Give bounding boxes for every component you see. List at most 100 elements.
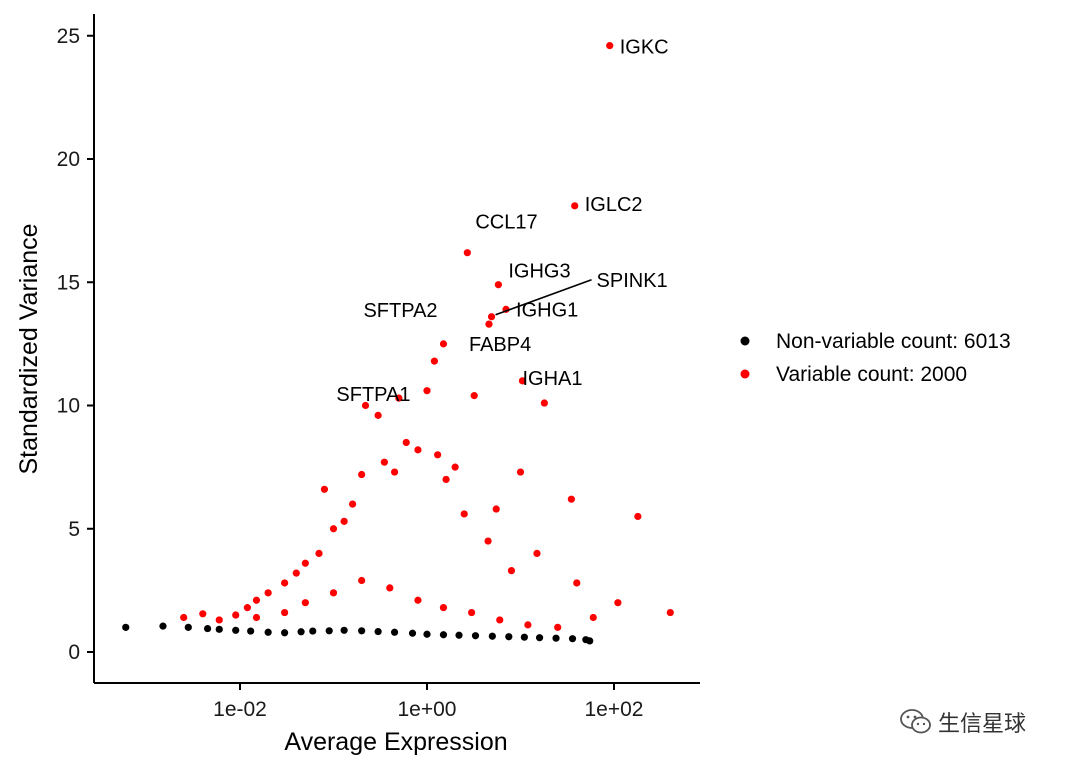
point-variable bbox=[516, 468, 525, 476]
gene-label: IGHG3 bbox=[508, 261, 570, 283]
point-variable bbox=[496, 616, 504, 624]
points-layer bbox=[122, 42, 674, 645]
point-nonvariable bbox=[297, 628, 305, 636]
point-labeled-gene bbox=[606, 42, 614, 50]
point-nonvariable bbox=[439, 631, 448, 639]
point-variable bbox=[414, 596, 422, 604]
point-variable bbox=[554, 623, 562, 631]
point-nonvariable bbox=[184, 623, 192, 631]
point-variable bbox=[252, 613, 261, 622]
point-variable bbox=[434, 451, 442, 459]
point-nonvariable bbox=[505, 633, 513, 641]
point-variable bbox=[666, 608, 674, 617]
gene-label: SPINK1 bbox=[597, 270, 668, 292]
point-nonvariable bbox=[264, 628, 272, 636]
point-variable bbox=[180, 613, 188, 622]
point-variable bbox=[281, 579, 289, 587]
point-nonvariable bbox=[390, 628, 399, 636]
label-leader-line bbox=[495, 279, 592, 316]
point-nonvariable bbox=[423, 630, 431, 638]
point-variable bbox=[468, 608, 476, 617]
wechat-icon bbox=[900, 708, 932, 736]
point-variable bbox=[484, 537, 492, 545]
point-variable bbox=[492, 505, 500, 513]
point-variable bbox=[402, 438, 410, 447]
point-nonvariable bbox=[520, 633, 528, 641]
point-variable bbox=[348, 500, 357, 508]
y-ticks: 0 5 10 15 20 25 bbox=[57, 25, 94, 664]
point-variable bbox=[199, 610, 207, 618]
point-labeled-gene bbox=[571, 202, 579, 210]
point-nonvariable bbox=[122, 623, 130, 631]
legend: Non-variable count: 6013 Variable count:… bbox=[740, 330, 1011, 386]
gene-label: IGHA1 bbox=[522, 368, 582, 390]
y-tick-label: 25 bbox=[57, 25, 80, 48]
point-nonvariable bbox=[215, 625, 223, 633]
point-variable bbox=[524, 621, 532, 629]
point-variable bbox=[395, 394, 403, 402]
point-nonvariable bbox=[552, 634, 560, 642]
point-nonvariable bbox=[281, 629, 289, 637]
watermark: 生信星球 bbox=[900, 706, 1026, 738]
y-axis-title: Standardized Variance bbox=[15, 223, 43, 474]
y-tick-label: 5 bbox=[68, 518, 80, 541]
x-ticks: 1e-02 1e+00 1e+02 bbox=[213, 683, 643, 721]
point-nonvariable bbox=[247, 627, 255, 635]
gene-label: IGHG1 bbox=[516, 299, 578, 321]
point-nonvariable bbox=[586, 637, 594, 645]
legend-label-nonvariable: Non-variable count: 6013 bbox=[776, 330, 1011, 353]
point-variable bbox=[374, 411, 382, 419]
point-variable bbox=[329, 525, 338, 533]
point-nonvariable bbox=[340, 626, 348, 634]
point-nonvariable bbox=[159, 622, 167, 630]
point-labeled-gene bbox=[494, 281, 502, 289]
gene-label: IGKC bbox=[620, 37, 669, 59]
point-variable bbox=[533, 549, 541, 558]
point-variable bbox=[264, 589, 272, 597]
point-variable bbox=[414, 446, 422, 454]
legend-label-variable: Variable count: 2000 bbox=[776, 363, 967, 386]
x-tick-label: 1e-02 bbox=[213, 698, 267, 721]
point-variable bbox=[340, 517, 348, 525]
point-labeled-gene bbox=[439, 340, 448, 348]
y-tick-label: 15 bbox=[57, 271, 80, 294]
y-tick-label: 0 bbox=[68, 641, 80, 664]
point-variable bbox=[380, 458, 388, 466]
point-nonvariable bbox=[535, 634, 544, 642]
point-variable bbox=[589, 613, 597, 622]
point-variable bbox=[358, 576, 366, 585]
point-variable bbox=[634, 512, 642, 521]
x-axis-title: Average Expression bbox=[284, 728, 507, 756]
point-variable bbox=[329, 589, 338, 597]
x-tick-label: 1e+02 bbox=[585, 698, 644, 721]
gene-label: CCL17 bbox=[475, 212, 537, 234]
point-variable bbox=[386, 584, 394, 592]
gene-label: SFTPA2 bbox=[363, 300, 437, 322]
point-variable bbox=[460, 510, 468, 518]
watermark-text: 生信星球 bbox=[938, 712, 1027, 737]
point-variable bbox=[614, 599, 622, 607]
point-variable bbox=[320, 485, 329, 493]
point-variable bbox=[507, 567, 516, 575]
point-variable bbox=[358, 470, 366, 479]
point-variable bbox=[451, 463, 459, 471]
point-nonvariable bbox=[374, 627, 382, 636]
legend-marker-variable bbox=[740, 369, 750, 379]
point-variable bbox=[215, 616, 223, 624]
y-tick-label: 10 bbox=[57, 395, 80, 418]
legend-marker-nonvariable bbox=[740, 336, 750, 346]
point-variable bbox=[442, 475, 450, 484]
gene-label: FABP4 bbox=[469, 334, 531, 356]
point-labeled-gene bbox=[518, 377, 527, 385]
point-variable bbox=[315, 549, 323, 558]
point-nonvariable bbox=[408, 629, 417, 637]
point-labeled-gene bbox=[463, 249, 471, 257]
point-nonvariable bbox=[568, 635, 577, 643]
point-nonvariable bbox=[358, 627, 366, 635]
point-variable bbox=[301, 599, 309, 607]
point-nonvariable bbox=[309, 627, 317, 635]
point-variable bbox=[390, 468, 399, 476]
point-variable bbox=[243, 604, 252, 612]
gene-label: SFTPA1 bbox=[336, 384, 410, 406]
